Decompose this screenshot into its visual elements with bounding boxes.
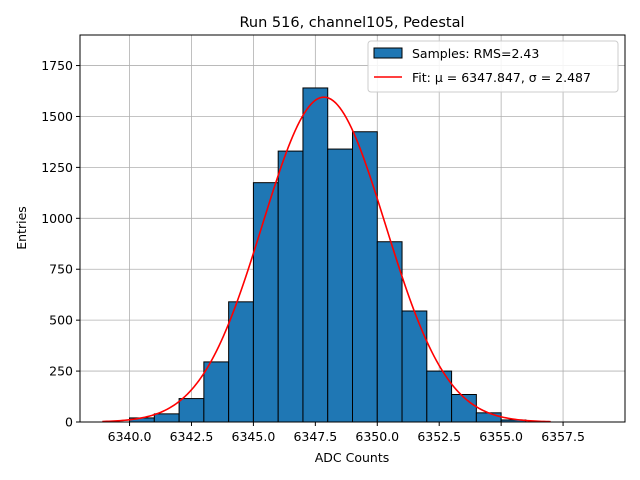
y-tick-label: 750 <box>49 262 73 277</box>
x-tick-label: 6347.5 <box>293 429 337 444</box>
x-tick-label: 6345.0 <box>232 429 276 444</box>
histogram-bar <box>327 148 353 423</box>
y-tick-label: 0 <box>65 415 73 430</box>
legend-box <box>367 40 619 93</box>
fit-curve <box>102 96 551 423</box>
histogram-bar <box>153 413 180 423</box>
y-tick-label: 1250 <box>41 160 73 175</box>
x-tick-label: 6352.5 <box>417 429 461 444</box>
histogram-bar <box>475 412 502 423</box>
histogram-bar <box>451 394 477 423</box>
histogram-bar <box>401 310 428 423</box>
legend-histogram-swatch <box>373 47 403 59</box>
y-tick-label: 1750 <box>41 58 73 73</box>
x-tick-label: 6342.5 <box>170 429 214 444</box>
y-tick-label: 1500 <box>41 109 73 124</box>
histogram-bar <box>228 301 254 423</box>
y-tick-label: 1000 <box>41 211 73 226</box>
histogram-bar <box>376 241 403 423</box>
y-axis-label: Entries <box>14 206 29 250</box>
x-tick-label: 6355.0 <box>479 429 523 444</box>
plot-frame <box>79 34 626 423</box>
histogram-bars <box>129 87 527 423</box>
histogram-bar <box>178 398 205 423</box>
x-tick-label: 6357.5 <box>541 429 585 444</box>
chart-title: Run 516, channel105, Pedestal <box>239 15 464 31</box>
histogram-bar <box>302 87 329 423</box>
histogram-bar <box>252 182 279 423</box>
x-axis-ticks: 6340.0 6342.5 6345.0 6347.5 6350.0 6352.5 6355… <box>108 422 585 444</box>
histogram-bar <box>352 131 378 423</box>
histogram-bar <box>203 361 230 423</box>
legend: Samples: RMS=2.43 Fit: μ = 6347.847, σ =… <box>367 40 619 93</box>
legend-fit-label: Fit: μ = 6347.847, σ = 2.487 <box>412 70 591 85</box>
y-axis-ticks: 0 250 500 750 1000 1250 1500 1750 <box>41 58 80 430</box>
y-tick-label: 500 <box>49 313 73 328</box>
x-tick-label: 6340.0 <box>108 429 152 444</box>
x-axis-label: ADC Counts <box>315 450 390 465</box>
legend-histogram-label: Samples: RMS=2.43 <box>412 46 539 61</box>
y-tick-label: 250 <box>49 364 73 379</box>
histogram-bar <box>277 150 304 423</box>
x-tick-label: 6350.0 <box>355 429 399 444</box>
